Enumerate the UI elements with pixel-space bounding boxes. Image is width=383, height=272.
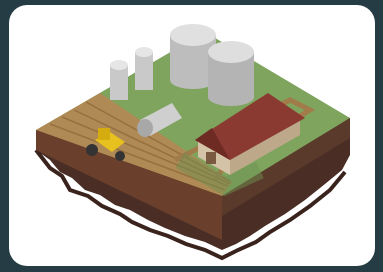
tank-end (137, 119, 153, 137)
barn-door (206, 152, 216, 164)
silo-top (135, 47, 153, 57)
tractor-cab (98, 128, 110, 140)
silo-top (208, 41, 254, 63)
silo-top (170, 24, 216, 46)
silo (135, 52, 153, 90)
silo-base (208, 88, 254, 106)
silo-top (110, 60, 128, 70)
tractor-wheel (115, 151, 125, 161)
tractor-wheel (86, 144, 98, 156)
scene (0, 0, 383, 272)
page (0, 0, 383, 272)
silo (110, 65, 128, 100)
